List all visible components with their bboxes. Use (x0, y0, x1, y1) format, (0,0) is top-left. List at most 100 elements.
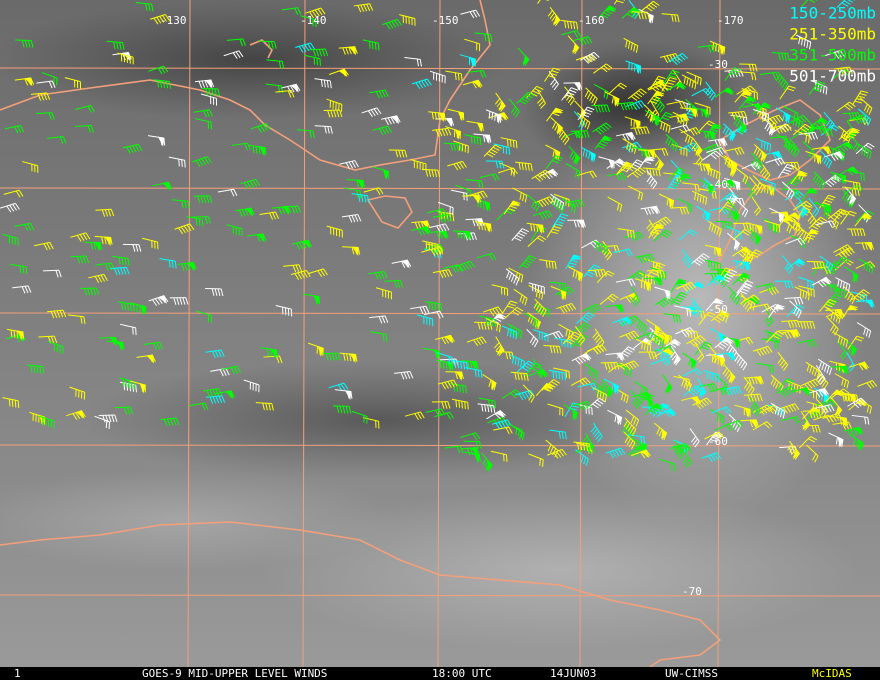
barb-feather (580, 123, 586, 130)
barb-feather (455, 371, 458, 380)
barb-feather (545, 0, 549, 1)
barb-feather (417, 221, 422, 229)
barb-feather (574, 200, 580, 208)
barb-feather (256, 234, 261, 242)
barb-feather (803, 39, 806, 47)
barb-pennant (75, 410, 85, 419)
barb-feather (630, 42, 633, 51)
parallel (0, 312, 880, 315)
barb-feather (542, 212, 548, 219)
barb-feather (345, 406, 349, 414)
barb-feather (661, 148, 666, 156)
barb-feather (46, 242, 51, 250)
barb-feather (539, 213, 545, 220)
barb-feather (472, 10, 478, 18)
wind-barb (259, 211, 279, 220)
wind-barb (106, 340, 125, 351)
barb-feather (133, 304, 135, 312)
barb-feather (384, 315, 389, 323)
wind-barb (292, 239, 312, 250)
barb-feather (668, 186, 677, 190)
barb-feather (268, 403, 271, 411)
barb-pennant (590, 151, 596, 163)
wind-barb (135, 2, 154, 12)
barb-feather (839, 50, 845, 57)
barb-feather (837, 210, 845, 216)
wind-barb (561, 30, 582, 38)
barb-feather (750, 164, 757, 171)
barb-feather (129, 146, 134, 153)
barb-feather (183, 263, 188, 271)
barb-feather (187, 201, 190, 209)
barb-feather (182, 297, 186, 305)
barb-feather (479, 70, 484, 78)
meridian (187, 0, 191, 668)
barb-feather (547, 10, 553, 17)
barb-feather (135, 385, 137, 393)
barb-feather (249, 180, 255, 188)
barb-feather (59, 310, 64, 318)
barb-pennant (270, 348, 277, 359)
barb-pennant (93, 241, 101, 252)
barb-feather (534, 176, 541, 182)
barb-feather (401, 261, 406, 268)
wind-barb (34, 241, 54, 251)
barb-feather (127, 258, 130, 266)
barb-feather (104, 236, 107, 245)
wind-barb (598, 5, 617, 19)
barb-feather (295, 264, 300, 272)
barb-feather (640, 11, 644, 20)
barb-feather (684, 459, 691, 466)
barb-feather (90, 105, 95, 113)
barb-feather (135, 244, 139, 252)
barb-feather (671, 14, 674, 22)
barb-pennant (840, 417, 847, 427)
barb-feather (495, 422, 501, 430)
barb-feather (473, 232, 477, 240)
barb-feather (823, 157, 828, 165)
wind-barb (258, 40, 277, 49)
barb-feather (262, 124, 268, 131)
barb-feather (688, 379, 691, 387)
barb-feather (14, 126, 19, 134)
barb-feather (385, 334, 388, 342)
barb-pennant (225, 390, 234, 400)
barb-feather (297, 7, 302, 15)
barb-feather (519, 294, 523, 303)
barb-feather (156, 80, 160, 88)
wind-barb (148, 65, 169, 75)
barb-feather (466, 193, 468, 201)
barb-feather (648, 4, 655, 10)
barb-feather (208, 88, 212, 96)
barb-feather (132, 384, 135, 392)
barb-feather (491, 112, 494, 120)
barb-feather (184, 200, 187, 209)
barb-feather (198, 218, 201, 227)
dark-band (80, 360, 680, 480)
barb-feather (512, 140, 515, 148)
barb-feather (578, 120, 584, 128)
barb-feather (21, 286, 26, 294)
barb-feather (548, 260, 551, 269)
barb-feather (369, 41, 371, 49)
wind-barb (141, 237, 159, 250)
wind-barb (834, 373, 850, 389)
barb-feather (532, 90, 540, 95)
wind-barb (194, 79, 215, 89)
barb-feather (24, 78, 29, 86)
wind-barb (828, 432, 844, 448)
wind-barb (384, 279, 404, 288)
barb-feather (703, 253, 710, 259)
barb-pennant (24, 77, 33, 87)
barb-feather (206, 195, 210, 203)
barb-feather (220, 349, 225, 357)
barb-feather (367, 110, 373, 117)
barb-feather (542, 459, 544, 467)
barb-feather (814, 85, 823, 90)
barb-feather (151, 3, 154, 12)
barb-feather (653, 0, 660, 6)
wind-barb (607, 196, 623, 212)
barb-feather (315, 49, 320, 57)
barb-pennant (719, 44, 726, 56)
wind-barb (410, 305, 430, 314)
